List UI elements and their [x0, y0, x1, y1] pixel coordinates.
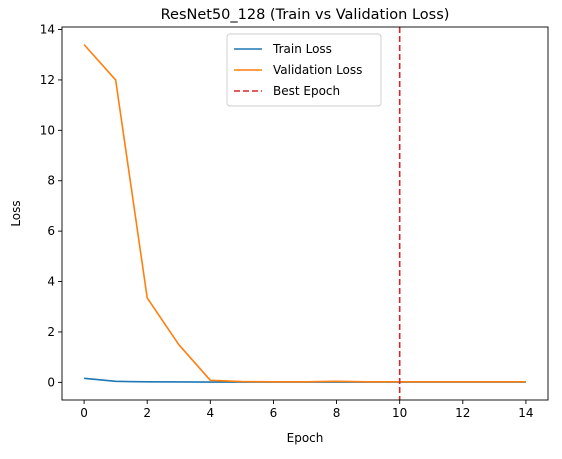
data-point [304, 381, 306, 383]
plot-frame [61, 26, 549, 401]
legend-label-train-loss: Train Loss [272, 42, 332, 56]
data-point [146, 297, 148, 299]
legend-label-validation-loss: Validation Loss [273, 63, 362, 77]
data-point [209, 379, 211, 381]
data-point [525, 381, 527, 383]
y-tick-label: 10 [40, 123, 55, 137]
y-tick-label: 8 [47, 174, 55, 188]
data-point [146, 381, 148, 383]
x-tick-label: 6 [270, 406, 278, 420]
data-point [83, 377, 85, 379]
x-tick-label: 4 [207, 406, 215, 420]
x-axis-label: Epoch [287, 431, 324, 445]
chart-title: ResNet50_128 (Train vs Validation Loss) [161, 7, 450, 23]
data-point [367, 381, 369, 383]
data-point [430, 381, 432, 383]
x-tick-label: 12 [455, 406, 470, 420]
data-point [462, 381, 464, 383]
y-tick-label: 4 [47, 275, 55, 289]
x-tick-label: 2 [143, 406, 151, 420]
x-tick-label: 10 [392, 406, 407, 420]
y-axis-label: Loss [9, 200, 23, 226]
axes: 0 2 4 6 8 10 12 14 0 2 4 6 8 10 12 14 [40, 23, 549, 420]
legend: Train Loss Validation Loss Best Epoch [226, 33, 382, 107]
data-point [178, 381, 180, 383]
plot-area [83, 27, 527, 400]
x-tick-label: 14 [518, 406, 533, 420]
series-line-validation-loss [83, 44, 526, 383]
x-tick-label: 8 [333, 406, 341, 420]
y-tick-label: 6 [47, 224, 55, 238]
data-point [493, 381, 495, 383]
legend-label-best-epoch: Best Epoch [273, 84, 340, 98]
data-point [114, 380, 116, 382]
data-point [272, 381, 274, 383]
x-tick-label: 0 [80, 406, 88, 420]
data-point [335, 380, 337, 382]
y-tick-label: 0 [47, 375, 55, 389]
data-point [178, 343, 180, 345]
y-tick-label: 2 [47, 325, 55, 339]
data-point [241, 380, 243, 382]
y-tick-label: 14 [40, 23, 55, 37]
legend-box [226, 33, 382, 107]
data-point [114, 79, 116, 81]
y-tick-label: 12 [40, 73, 55, 87]
data-point [83, 43, 85, 45]
